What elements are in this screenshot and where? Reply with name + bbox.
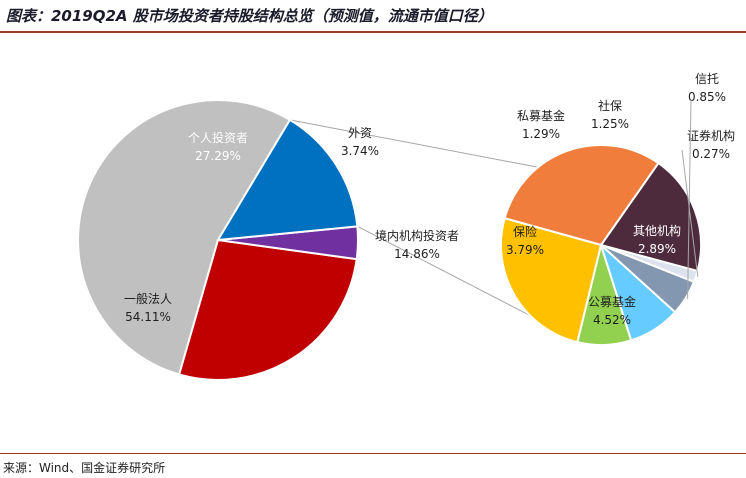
- chart-title: 图表：2019Q2A 股市场投资者持股结构总览（预测值，流通市值口径）: [6, 7, 493, 25]
- breakdown-pie-label-2: 信托: [695, 72, 719, 86]
- breakdown-pie-label-1: 社保: [598, 98, 622, 113]
- leader-securities: [681, 149, 699, 278]
- connector-bottom: [357, 225, 531, 317]
- breakdown-pie-label-4: 其他机构: [633, 223, 681, 238]
- connector-top: [289, 119, 539, 168]
- main-pie: [77, 99, 359, 381]
- breakdown-pie: [500, 144, 702, 346]
- main-pie-value-2: 3.74%: [341, 144, 379, 158]
- breakdown-pie-value-5: 4.52%: [593, 313, 631, 327]
- source-note: 来源：Wind、国金证券研究所: [3, 461, 166, 475]
- title-rule: [0, 31, 746, 33]
- breakdown-pie-value-4: 2.89%: [638, 242, 676, 256]
- main-pie-slice-3: [216, 118, 359, 242]
- breakdown-pie-value-6: 3.79%: [506, 243, 544, 257]
- main-pie-slice-0: [77, 99, 292, 376]
- connector-lines: [289, 119, 539, 317]
- breakdown-pie-slice-4: [599, 161, 702, 273]
- breakdown-pie-label-0: 私募基金: [517, 108, 565, 123]
- main-pie-label-0: 一般法人: [124, 291, 172, 306]
- source-rule: [0, 453, 746, 454]
- main-pie-label-1: 个人投资者: [188, 130, 248, 145]
- breakdown-pie-value-0: 1.29%: [522, 127, 560, 141]
- breakdown-pie-slice-5: [503, 144, 660, 247]
- breakdown-pie-value-3: 0.27%: [692, 147, 730, 161]
- data-labels: 一般法人 54.11% 个人投资者 27.29% 外资 3.74% 境内机构投资者 14.86…: [124, 72, 735, 327]
- breakdown-pie-label-3: 证券机构: [687, 128, 735, 143]
- breakdown-pie-value-2: 0.85%: [688, 90, 726, 104]
- main-pie-value-3: 14.86%: [394, 247, 440, 261]
- breakdown-pie-slice-6: [500, 217, 603, 344]
- breakdown-pie-label-6: 保险: [513, 224, 537, 239]
- main-pie-label-3: 境内机构投资者: [375, 228, 459, 243]
- breakdown-pie-value-1: 1.25%: [591, 117, 629, 131]
- main-pie-label-2: 外资: [348, 126, 372, 140]
- main-pie-value-0: 54.11%: [125, 310, 171, 324]
- leader-trust: [687, 99, 692, 299]
- main-pie-value-1: 27.29%: [195, 149, 241, 163]
- main-pie-slice-1: [177, 238, 358, 381]
- breakdown-pie-label-5: 公募基金: [588, 294, 636, 309]
